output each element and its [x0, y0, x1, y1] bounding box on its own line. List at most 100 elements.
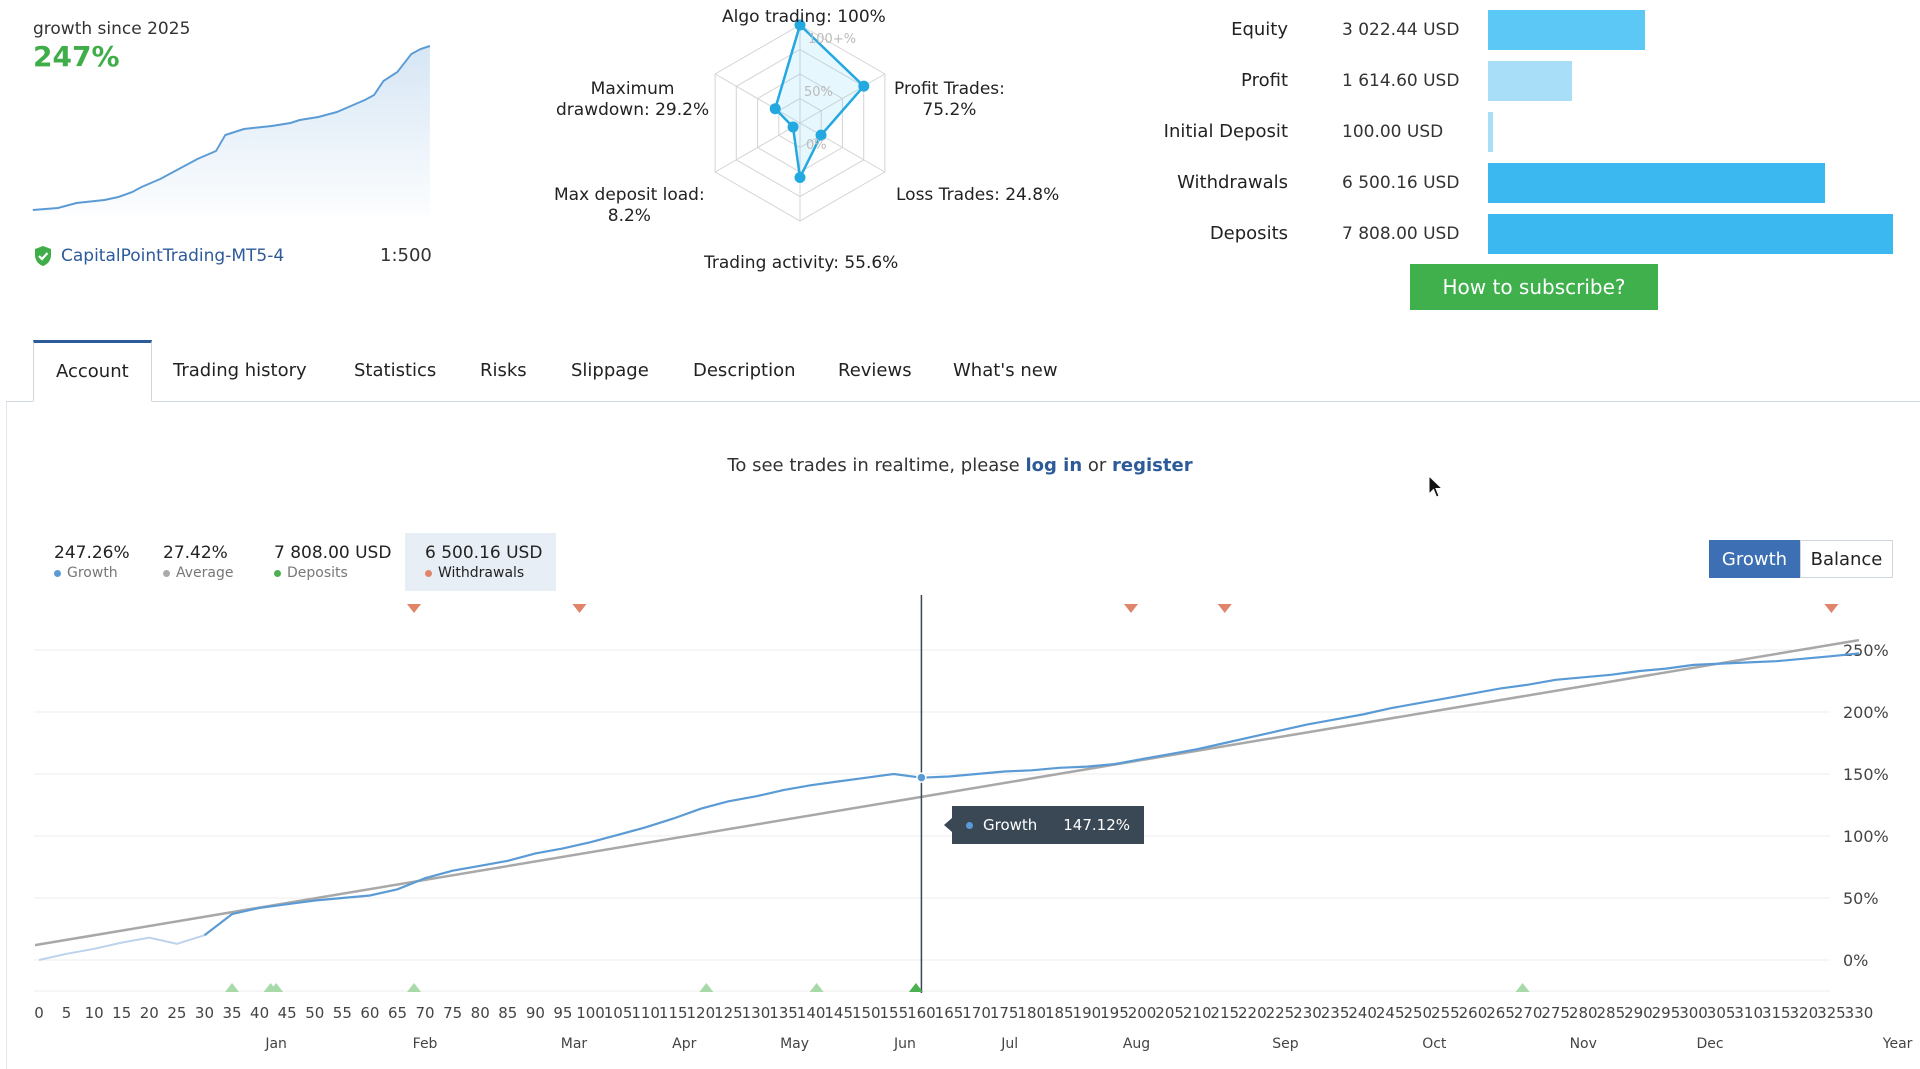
x-tick-label: 0	[34, 1004, 44, 1022]
realtime-or: or	[1087, 455, 1107, 476]
x-tick-label: 105	[604, 1004, 633, 1022]
x-tick-label: 155	[880, 1004, 909, 1022]
tab-whats-new[interactable]: What's new	[953, 360, 1058, 381]
stat-growth-value: 247.26%	[54, 543, 130, 563]
account-row-value: 100.00 USD	[1342, 122, 1444, 142]
x-tick-label: 300	[1679, 1004, 1708, 1022]
deposit-marker	[225, 983, 240, 992]
account-row-value: 1 614.60 USD	[1342, 71, 1460, 91]
x-tick-label: 240	[1348, 1004, 1377, 1022]
stat-deposits-value: 7 808.00 USD	[274, 543, 392, 563]
x-tick-label: 75	[443, 1004, 462, 1022]
x-tick-label: 40	[250, 1004, 269, 1022]
login-link[interactable]: log in	[1025, 455, 1083, 476]
stat-average[interactable]: 27.42% Average	[143, 533, 254, 591]
tab-slippage[interactable]: Slippage	[571, 360, 649, 381]
radar-grid-spoke	[799, 73, 886, 124]
x-tick-label: 250	[1403, 1004, 1432, 1022]
x-tick-label: 150	[852, 1004, 881, 1022]
how-to-subscribe-button[interactable]: How to subscribe?	[1410, 264, 1658, 310]
y-tick-label: 0%	[1843, 951, 1868, 970]
account-row: Withdrawals 6 500.16 USD	[1120, 163, 1900, 203]
tab-description[interactable]: Description	[693, 360, 796, 381]
tooltip-value: 147.12%	[1063, 816, 1130, 834]
account-row-name: Initial Deposit	[1163, 121, 1288, 142]
account-row-name: Equity	[1231, 19, 1288, 40]
growth-label: growth since 2025	[33, 19, 191, 39]
stat-growth-name: Growth	[67, 565, 118, 581]
radar-grid-spoke	[714, 73, 801, 124]
account-row-value: 7 808.00 USD	[1342, 224, 1460, 244]
average-dot-icon	[163, 569, 170, 577]
account-row: Profit 1 614.60 USD	[1120, 61, 1900, 101]
account-tabs: Account Trading history Statistics Risks…	[6, 340, 1920, 402]
month-label: Jan	[264, 1036, 287, 1052]
x-tick-label: 210	[1183, 1004, 1212, 1022]
radar-point-algo	[794, 19, 806, 31]
tab-reviews[interactable]: Reviews	[838, 360, 912, 381]
stat-withdrawals[interactable]: 6 500.16 USD Withdrawals	[405, 533, 556, 591]
x-tick-label: 200	[1128, 1004, 1157, 1022]
growth-line	[203, 652, 1860, 937]
average-line	[34, 638, 1860, 947]
mini-growth-line	[32, 45, 431, 211]
growth-tooltip: Growth 147.12%	[952, 806, 1144, 844]
month-label: May	[780, 1036, 809, 1052]
tab-risks[interactable]: Risks	[480, 360, 527, 381]
x-tick-label: 5	[62, 1004, 72, 1022]
growth-toggle-button[interactable]: Growth	[1709, 540, 1800, 578]
stat-withdrawals-name: Withdrawals	[438, 565, 525, 581]
stat-growth[interactable]: 247.26% Growth	[34, 533, 150, 591]
x-tick-label: 100	[576, 1004, 605, 1022]
x-tick-label: 95	[553, 1004, 572, 1022]
x-tick-label: 70	[416, 1004, 435, 1022]
x-tick-label: 315	[1762, 1004, 1791, 1022]
x-tick-label: 120	[686, 1004, 715, 1022]
x-tick-label: 35	[222, 1004, 241, 1022]
x-tick-label: 310	[1734, 1004, 1763, 1022]
withdrawals-dot-icon	[425, 569, 432, 577]
radar-scale-50: 50%	[804, 85, 833, 100]
x-tick-label: 115	[659, 1004, 688, 1022]
x-tick-label: 15	[112, 1004, 131, 1022]
month-label: Year	[1882, 1036, 1913, 1052]
x-tick-label: 135	[769, 1004, 798, 1022]
account-row-bar	[1488, 61, 1572, 101]
radar-label-drawdown: Maximum drawdown: 29.2%	[556, 79, 710, 120]
growth-value: 247%	[33, 40, 120, 73]
tab-account[interactable]: Account	[33, 340, 152, 402]
x-tick-label: 320	[1790, 1004, 1819, 1022]
radar-label-algo: Algo trading: 100%	[722, 7, 886, 27]
x-tick-label: 130	[742, 1004, 771, 1022]
radar-label-loss: Loss Trades: 24.8%	[896, 185, 1060, 205]
x-tick-label: 305	[1707, 1004, 1736, 1022]
x-tick-label: 220	[1238, 1004, 1267, 1022]
growth-chart: 0% 50% 100% 150% 200% 250% 0 5 10 15 20 25 30 35 40 45 5…	[34, 595, 1913, 1052]
x-tick-label: 195	[1100, 1004, 1129, 1022]
balance-toggle-button[interactable]: Balance	[1800, 540, 1893, 578]
radar-grid-spoke	[799, 122, 886, 173]
y-tick-label: 250%	[1843, 641, 1889, 660]
tab-trading-history[interactable]: Trading history	[173, 360, 307, 381]
stat-deposits[interactable]: 7 808.00 USD Deposits	[254, 533, 411, 591]
x-tick-label: 330	[1845, 1004, 1874, 1022]
x-tick-label: 225	[1266, 1004, 1295, 1022]
realtime-notice: To see trades in realtime, please log in…	[0, 455, 1920, 476]
x-tick-label: 125	[714, 1004, 743, 1022]
broker-link[interactable]: CapitalPointTrading-MT5-4	[33, 245, 284, 267]
tab-statistics[interactable]: Statistics	[354, 360, 437, 381]
x-tick-label: 90	[526, 1004, 545, 1022]
x-tick-label: 140	[797, 1004, 826, 1022]
account-row: Initial Deposit 100.00 USD	[1120, 112, 1900, 152]
radar-point-loss	[815, 129, 827, 141]
month-label: Aug	[1123, 1036, 1150, 1052]
mini-growth-area	[32, 46, 430, 215]
radar-scale-0: 0%	[806, 138, 827, 153]
x-tick-label: 285	[1596, 1004, 1625, 1022]
broker-name: CapitalPointTrading-MT5-4	[61, 246, 285, 266]
register-link[interactable]: register	[1112, 455, 1193, 476]
x-tick-label: 50	[305, 1004, 324, 1022]
account-row-name: Deposits	[1209, 223, 1288, 244]
x-tick-label: 45	[278, 1004, 297, 1022]
x-tick-label: 85	[498, 1004, 517, 1022]
